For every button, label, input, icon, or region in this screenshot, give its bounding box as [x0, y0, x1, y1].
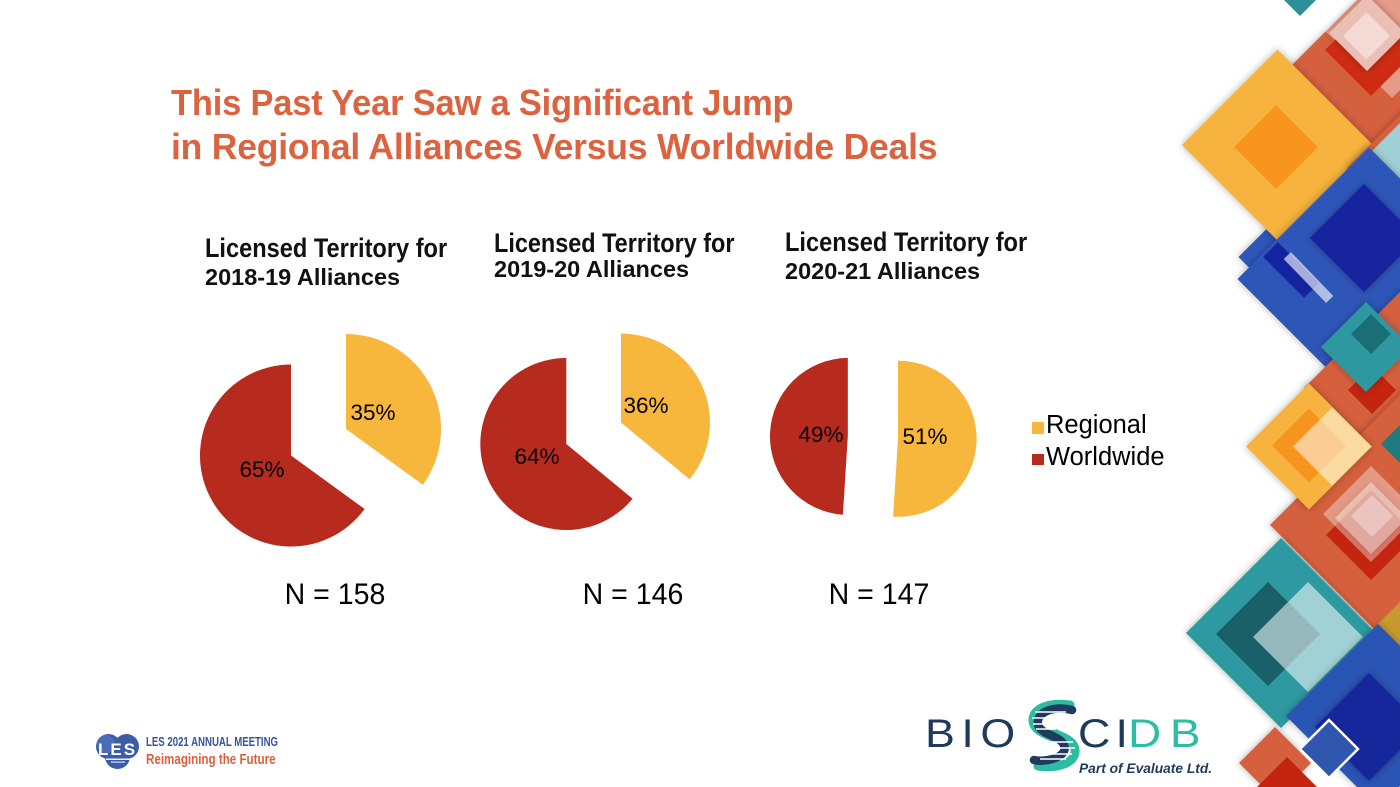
- svg-text:LES: LES: [98, 740, 137, 759]
